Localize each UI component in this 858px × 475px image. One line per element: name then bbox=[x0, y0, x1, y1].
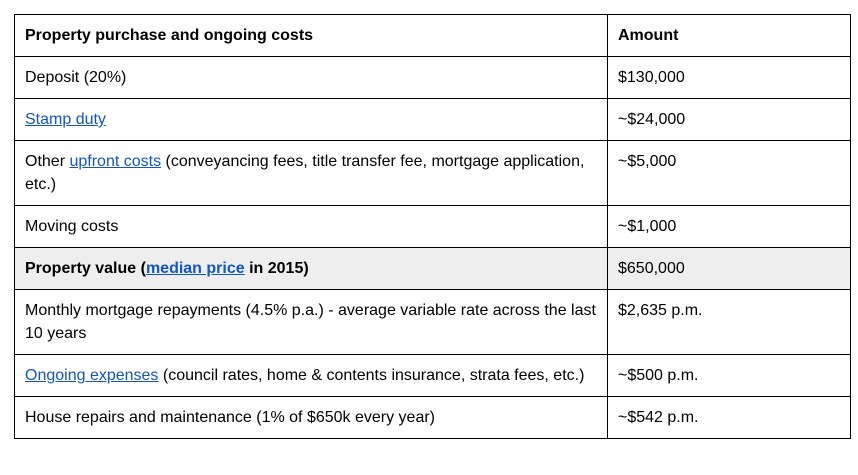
table-row: Ongoing expenses (council rates, home & … bbox=[14, 354, 851, 397]
label-text: House repairs and maintenance (1% of $65… bbox=[25, 409, 435, 426]
header-col-amount: Amount bbox=[607, 14, 851, 57]
table-row: Other upfront costs (conveyancing fees, … bbox=[14, 140, 851, 206]
row-amount: ~$24,000 bbox=[607, 98, 851, 141]
costs-table: Property purchase and ongoing costs Amou… bbox=[14, 14, 851, 439]
link-ongoing-expenses[interactable]: Ongoing expenses bbox=[25, 367, 159, 384]
label-text: (council rates, home & contents insuranc… bbox=[158, 367, 585, 384]
table-row: House repairs and maintenance (1% of $65… bbox=[14, 396, 851, 439]
row-label: Ongoing expenses (council rates, home & … bbox=[14, 354, 608, 397]
row-label: Deposit (20%) bbox=[14, 56, 608, 99]
row-amount: ~$5,000 bbox=[607, 140, 851, 206]
label-text: Property value ( bbox=[25, 260, 146, 277]
label-text: Monthly mortgage repayments (4.5% p.a.) … bbox=[25, 302, 596, 342]
row-amount: ~$542 p.m. bbox=[607, 396, 851, 439]
label-text: Moving costs bbox=[25, 218, 119, 235]
row-label: Moving costs bbox=[14, 205, 608, 248]
row-label: Other upfront costs (conveyancing fees, … bbox=[14, 140, 608, 206]
row-amount: $130,000 bbox=[607, 56, 851, 99]
row-label: Monthly mortgage repayments (4.5% p.a.) … bbox=[14, 289, 608, 355]
header-row: Property purchase and ongoing costs Amou… bbox=[14, 14, 851, 57]
row-amount: ~$500 p.m. bbox=[607, 354, 851, 397]
label-text: Other bbox=[25, 153, 70, 170]
row-label: Stamp duty bbox=[14, 98, 608, 141]
table-row: Monthly mortgage repayments (4.5% p.a.) … bbox=[14, 289, 851, 355]
table-row: Property value (median price in 2015) $65… bbox=[14, 247, 851, 290]
row-amount: $650,000 bbox=[607, 247, 851, 290]
table-body: Deposit (20%) $130,000 Stamp duty ~$24,000 O… bbox=[14, 56, 851, 439]
row-amount: ~$1,000 bbox=[607, 205, 851, 248]
label-text: in 2015) bbox=[244, 260, 309, 277]
label-text: Deposit (20%) bbox=[25, 69, 127, 86]
row-label: Property value (median price in 2015) bbox=[14, 247, 608, 290]
label-text: (conveyancing fees, title transfer fee, … bbox=[25, 153, 585, 193]
link-median-price[interactable]: median price bbox=[145, 260, 245, 277]
table-row: Moving costs ~$1,000 bbox=[14, 205, 851, 248]
row-amount: $2,635 p.m. bbox=[607, 289, 851, 355]
row-label: House repairs and maintenance (1% of $65… bbox=[14, 396, 608, 439]
header-col-costs: Property purchase and ongoing costs bbox=[14, 14, 608, 57]
link-upfront-costs[interactable]: upfront costs bbox=[69, 153, 162, 170]
link-stamp-duty[interactable]: Stamp duty bbox=[25, 111, 106, 128]
table-row: Deposit (20%) $130,000 bbox=[14, 56, 851, 99]
table-row: Stamp duty ~$24,000 bbox=[14, 98, 851, 141]
